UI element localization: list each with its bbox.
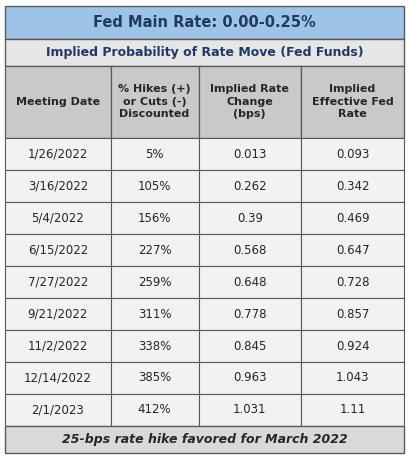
Bar bbox=[301, 66, 404, 138]
Bar bbox=[198, 138, 301, 170]
Text: Fed Main Rate: 0.00-0.25%: Fed Main Rate: 0.00-0.25% bbox=[93, 15, 316, 30]
Text: Meeting Date: Meeting Date bbox=[16, 97, 100, 107]
Bar bbox=[111, 298, 198, 330]
Bar bbox=[198, 266, 301, 298]
Text: 0.013: 0.013 bbox=[233, 148, 267, 161]
Text: 0.093: 0.093 bbox=[336, 148, 369, 161]
Bar bbox=[301, 298, 404, 330]
Text: 227%: 227% bbox=[138, 244, 171, 257]
Bar bbox=[5, 66, 111, 138]
Text: 311%: 311% bbox=[138, 308, 171, 320]
Bar bbox=[111, 138, 198, 170]
Bar bbox=[301, 330, 404, 362]
Text: 1.11: 1.11 bbox=[339, 403, 366, 416]
Text: 1.043: 1.043 bbox=[336, 371, 369, 385]
Bar bbox=[198, 362, 301, 394]
Text: Implied Probability of Rate Move (Fed Funds): Implied Probability of Rate Move (Fed Fu… bbox=[46, 46, 363, 59]
Bar bbox=[5, 426, 404, 453]
Text: 412%: 412% bbox=[138, 403, 171, 416]
Bar bbox=[111, 202, 198, 234]
Text: 1/26/2022: 1/26/2022 bbox=[28, 148, 88, 161]
Bar bbox=[111, 362, 198, 394]
Bar bbox=[5, 234, 111, 266]
Text: 2/1/2023: 2/1/2023 bbox=[31, 403, 84, 416]
Bar bbox=[198, 66, 301, 138]
Bar bbox=[198, 170, 301, 202]
Bar bbox=[5, 394, 111, 426]
Text: 105%: 105% bbox=[138, 179, 171, 193]
Bar bbox=[198, 330, 301, 362]
Text: 12/14/2022: 12/14/2022 bbox=[24, 371, 92, 385]
Text: 385%: 385% bbox=[138, 371, 171, 385]
Text: 1.031: 1.031 bbox=[233, 403, 267, 416]
Bar bbox=[5, 202, 111, 234]
Text: Implied
Effective Fed
Rate: Implied Effective Fed Rate bbox=[312, 84, 393, 119]
Bar bbox=[198, 202, 301, 234]
Text: 11/2/2022: 11/2/2022 bbox=[28, 340, 88, 353]
Text: 6/15/2022: 6/15/2022 bbox=[28, 244, 88, 257]
Bar bbox=[5, 6, 404, 39]
Bar bbox=[111, 66, 198, 138]
Text: 5%: 5% bbox=[145, 148, 164, 161]
Text: 259%: 259% bbox=[138, 275, 171, 289]
Text: 0.845: 0.845 bbox=[233, 340, 267, 353]
Bar bbox=[301, 170, 404, 202]
Bar bbox=[5, 170, 111, 202]
Text: 0.469: 0.469 bbox=[336, 212, 369, 224]
Text: 9/21/2022: 9/21/2022 bbox=[28, 308, 88, 320]
Bar bbox=[5, 138, 111, 170]
Text: 0.728: 0.728 bbox=[336, 275, 369, 289]
Bar bbox=[301, 394, 404, 426]
Text: 338%: 338% bbox=[138, 340, 171, 353]
Text: 7/27/2022: 7/27/2022 bbox=[28, 275, 88, 289]
Text: 0.39: 0.39 bbox=[237, 212, 263, 224]
Bar bbox=[111, 394, 198, 426]
Text: % Hikes (+)
or Cuts (-)
Discounted: % Hikes (+) or Cuts (-) Discounted bbox=[118, 84, 191, 119]
Text: 0.647: 0.647 bbox=[336, 244, 369, 257]
Bar bbox=[301, 266, 404, 298]
Text: Implied Rate
Change
(bps): Implied Rate Change (bps) bbox=[210, 84, 289, 119]
Bar bbox=[301, 362, 404, 394]
Bar bbox=[5, 298, 111, 330]
Bar bbox=[5, 266, 111, 298]
Text: 0.924: 0.924 bbox=[336, 340, 369, 353]
Bar bbox=[198, 394, 301, 426]
Text: 156%: 156% bbox=[138, 212, 171, 224]
Text: 0.568: 0.568 bbox=[233, 244, 267, 257]
Bar bbox=[301, 202, 404, 234]
Bar bbox=[111, 170, 198, 202]
Text: 0.648: 0.648 bbox=[233, 275, 267, 289]
Bar bbox=[301, 234, 404, 266]
Text: 0.342: 0.342 bbox=[336, 179, 369, 193]
Bar bbox=[111, 266, 198, 298]
Bar bbox=[111, 234, 198, 266]
Bar bbox=[5, 362, 111, 394]
Text: 5/4/2022: 5/4/2022 bbox=[31, 212, 84, 224]
Text: 0.963: 0.963 bbox=[233, 371, 267, 385]
Bar bbox=[5, 330, 111, 362]
Text: 0.262: 0.262 bbox=[233, 179, 267, 193]
Text: 0.778: 0.778 bbox=[233, 308, 267, 320]
Bar bbox=[5, 39, 404, 66]
Bar bbox=[301, 138, 404, 170]
Text: 0.857: 0.857 bbox=[336, 308, 369, 320]
Text: 3/16/2022: 3/16/2022 bbox=[28, 179, 88, 193]
Text: 25-bps rate hike favored for March 2022: 25-bps rate hike favored for March 2022 bbox=[62, 433, 347, 446]
Bar bbox=[198, 298, 301, 330]
Bar bbox=[111, 330, 198, 362]
Bar bbox=[198, 234, 301, 266]
